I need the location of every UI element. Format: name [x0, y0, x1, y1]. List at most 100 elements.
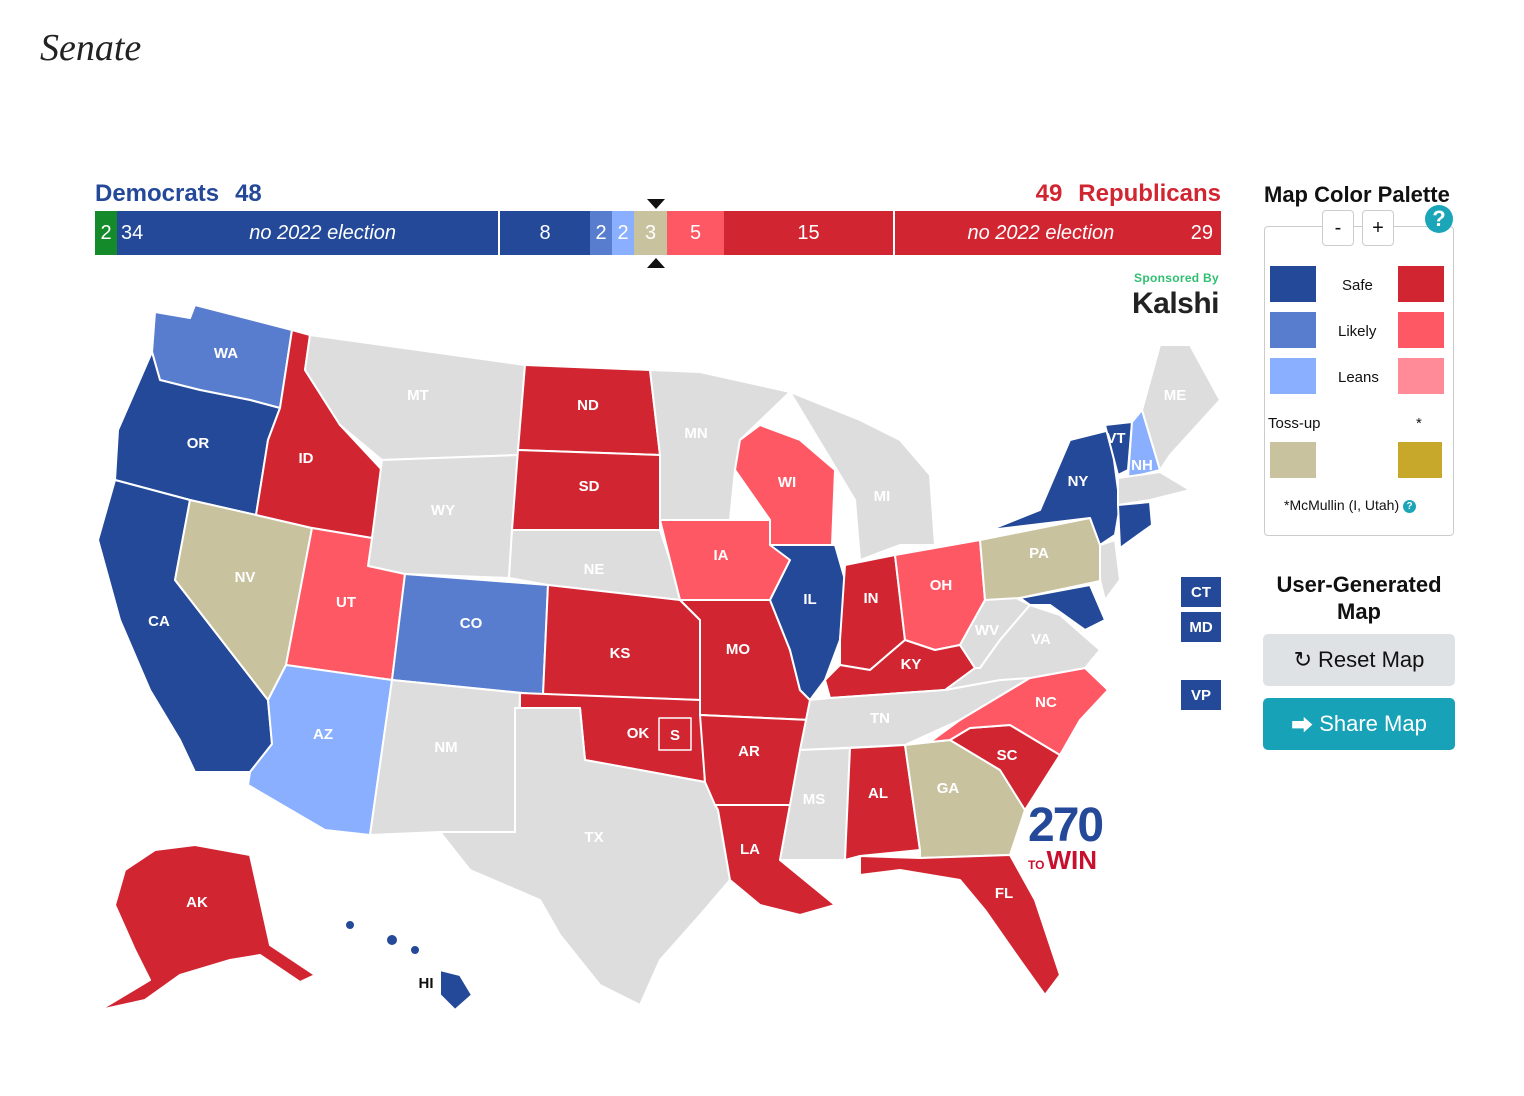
logo-win: WIN	[1046, 845, 1097, 875]
state-s-special[interactable]	[658, 717, 692, 751]
state-md[interactable]	[1019, 584, 1106, 631]
bar-segment-rep-holdover: no 2022 election 29	[895, 211, 1221, 255]
refresh-icon: ↻	[1293, 647, 1313, 672]
state-al[interactable]	[844, 744, 921, 861]
sponsored-by-label: Sponsored By	[1134, 271, 1219, 285]
no-election-note: no 2022 election	[967, 221, 1115, 244]
label-mt: MT	[407, 387, 429, 404]
label-pa: PA	[1029, 545, 1049, 562]
republicans-label: Republicans	[1078, 180, 1221, 207]
swatch-leans-dem[interactable]	[1270, 358, 1316, 394]
bar-segment-independent: 2	[95, 211, 117, 255]
label-sd: SD	[579, 478, 600, 495]
label-s: S	[670, 727, 680, 744]
label-ne: NE	[584, 561, 605, 578]
label-tn: TN	[870, 710, 890, 727]
swatch-leans-rep[interactable]	[1398, 358, 1444, 394]
label-ca: CA	[148, 613, 170, 630]
label-nd: ND	[577, 397, 599, 414]
state-hi[interactable]	[439, 969, 473, 1011]
label-wv: WV	[975, 622, 999, 639]
democrats-label: Democrats	[95, 180, 220, 207]
state-ct[interactable]	[1117, 501, 1153, 549]
swatch-safe-rep[interactable]	[1398, 266, 1444, 302]
label-wa: WA	[214, 345, 238, 362]
label-nh: NH	[1131, 457, 1153, 474]
state-ks[interactable]	[542, 584, 701, 701]
bar-segment-safe-rep: 15	[724, 211, 895, 255]
mcmullin-help-icon[interactable]: ?	[1403, 499, 1417, 513]
leans-label: Leans	[1338, 369, 1379, 386]
reset-map-label: Reset Map	[1318, 647, 1425, 672]
state-co[interactable]	[391, 573, 549, 696]
label-ks: KS	[610, 645, 631, 662]
label-ky: KY	[901, 656, 922, 673]
state-mi[interactable]	[789, 391, 936, 561]
state-fl[interactable]	[859, 854, 1061, 996]
label-la: LA	[740, 841, 760, 858]
sponsor-block[interactable]: Sponsored By Kalshi	[1131, 271, 1220, 321]
label-id: ID	[299, 450, 314, 467]
label-ga: GA	[937, 780, 960, 797]
label-sc: SC	[997, 747, 1018, 764]
republicans-header: 49 Republicans	[1036, 180, 1221, 208]
swatch-safe-dem[interactable]	[1270, 266, 1316, 302]
label-fl: FL	[995, 885, 1013, 902]
question-icon[interactable]: ?	[1425, 205, 1453, 233]
state-nm[interactable]	[369, 679, 521, 836]
label-ut: UT	[336, 594, 356, 611]
state-me[interactable]	[1141, 344, 1221, 471]
user-generated-title: User-Generated Map	[1276, 572, 1442, 624]
state-ma[interactable]	[1117, 471, 1191, 506]
label-al: AL	[868, 785, 888, 802]
palette-title: Map Color Palette	[1264, 182, 1450, 207]
label-nm: NM	[434, 739, 457, 756]
bar-segment-likely-rep: 5	[667, 211, 724, 255]
label-ms: MS	[803, 791, 826, 808]
bar-segment-leans-dem: 2	[612, 211, 634, 255]
no-election-note: no 2022 election	[249, 221, 397, 244]
mcmullin-text: *McMullin (I, Utah)	[1284, 497, 1400, 513]
state-tx[interactable]	[439, 707, 731, 1006]
bar-segment-tossup: 3	[634, 211, 667, 255]
swatch-likely-dem[interactable]	[1270, 312, 1316, 348]
label-ar: AR	[738, 743, 760, 760]
zoom-in-button[interactable]: +	[1362, 210, 1394, 246]
reset-map-button[interactable]: ↻ Reset Map	[1263, 634, 1455, 686]
zoom-out-button[interactable]: -	[1322, 210, 1354, 246]
palette-box	[1264, 226, 1454, 536]
share-map-label: Share Map	[1319, 711, 1427, 736]
label-in: IN	[864, 590, 879, 607]
label-tx: TX	[584, 829, 603, 846]
label-il: IL	[803, 591, 816, 608]
label-ak: AK	[186, 894, 208, 911]
logo-to: TO	[1028, 858, 1045, 872]
likely-label: Likely	[1338, 323, 1377, 340]
270towin-logo[interactable]: 270 TOWIN	[1028, 799, 1104, 875]
share-icon: ⮕	[1291, 713, 1314, 738]
label-vt: VT	[1106, 430, 1125, 447]
label-oh: OH	[930, 577, 953, 594]
bar-segment-dem-holdover: 34 no 2022 election	[117, 211, 500, 255]
md-box[interactable]: MD	[1181, 612, 1221, 642]
state-ak[interactable]	[99, 844, 316, 1011]
asterisk-label: *	[1416, 415, 1422, 432]
kalshi-logo[interactable]: Kalshi	[1131, 287, 1220, 320]
tossup-label: Toss-up	[1268, 415, 1321, 432]
logo-number: 270	[1028, 799, 1104, 852]
share-map-button[interactable]: ⮕ Share Map	[1263, 698, 1455, 750]
state-nj[interactable]	[1099, 539, 1121, 601]
swatch-mcmullin[interactable]	[1398, 442, 1442, 478]
label-ny: NY	[1068, 473, 1089, 490]
swatch-tossup[interactable]	[1270, 442, 1316, 478]
ct-box[interactable]: CT	[1181, 577, 1221, 607]
majority-marker-bottom	[647, 258, 665, 268]
democrats-total: 48	[235, 180, 262, 207]
vp-box[interactable]: VP	[1181, 680, 1221, 710]
state-va[interactable]	[944, 604, 1101, 691]
swatch-likely-rep[interactable]	[1398, 312, 1444, 348]
bar-segment-safe-dem: 8	[500, 211, 590, 255]
label-co: CO	[460, 615, 483, 632]
label-mn: MN	[684, 425, 707, 442]
